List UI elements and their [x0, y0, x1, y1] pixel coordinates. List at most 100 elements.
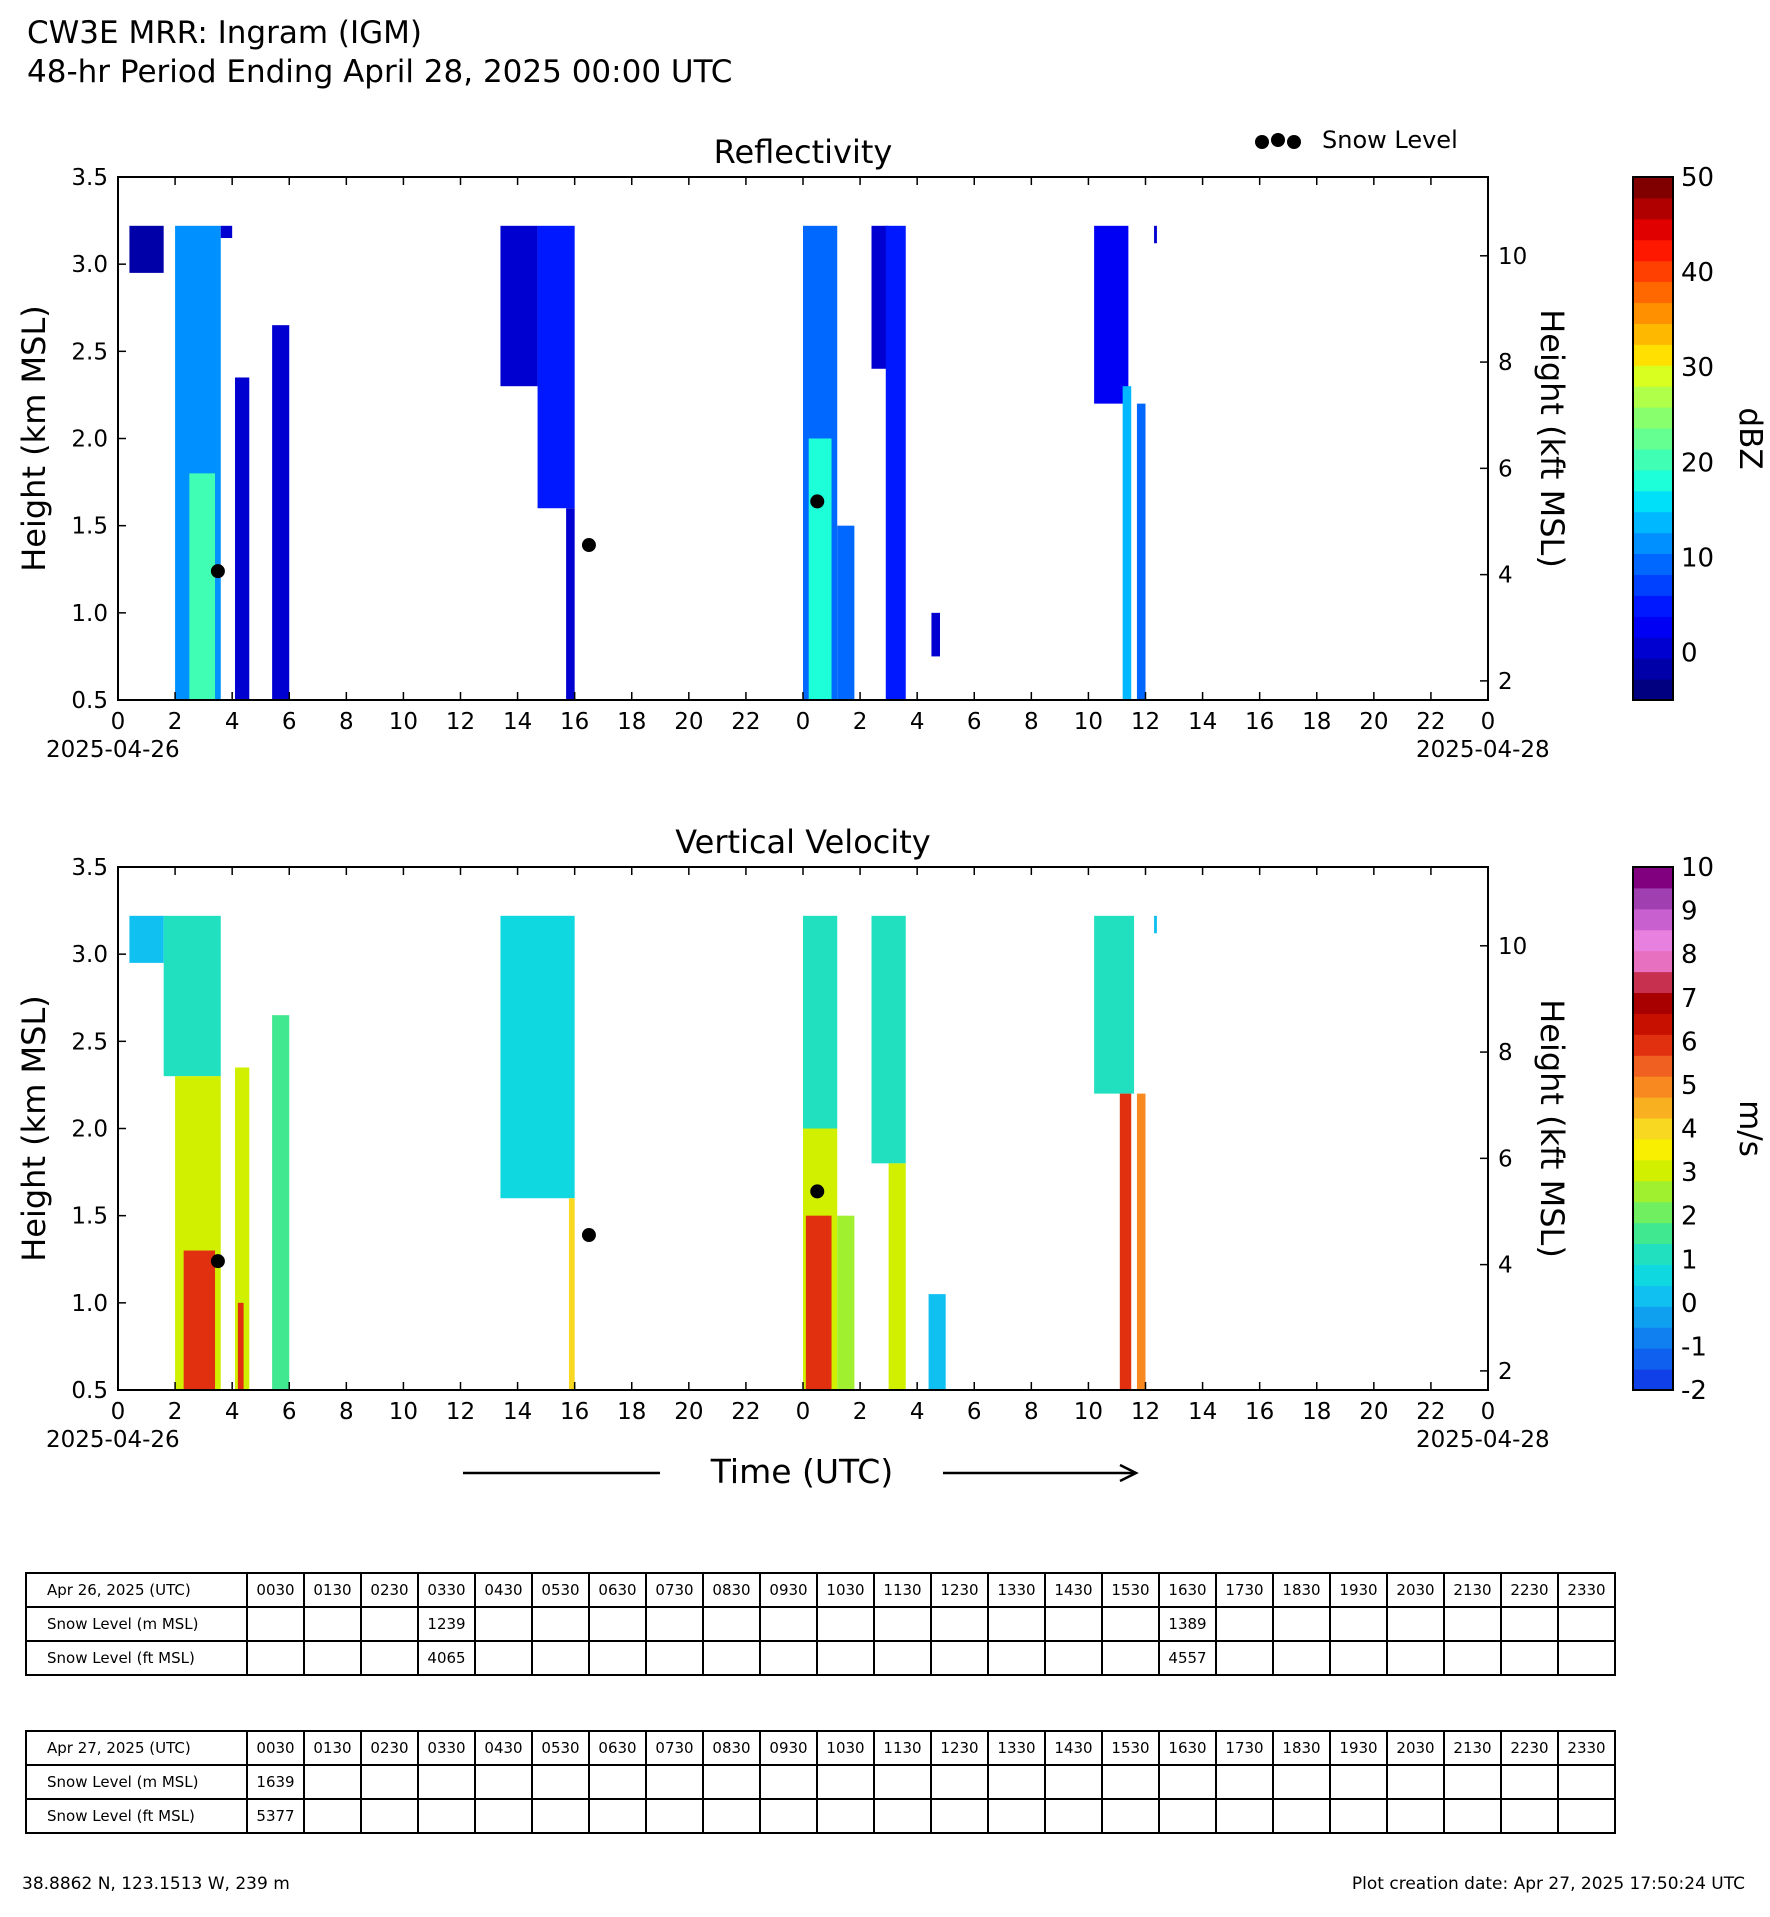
y-tick-label: 3.0: [71, 942, 108, 968]
table-time-cell: 2230: [1500, 1730, 1559, 1766]
table-cell: [1215, 1798, 1274, 1834]
x-tick-label: 0: [111, 709, 126, 735]
x-tick-label: 20: [1359, 1399, 1388, 1425]
figure-subtitle: 48-hr Period Ending April 28, 2025 00:00…: [27, 54, 732, 90]
table-row-label: Snow Level (m MSL): [25, 1764, 248, 1800]
y-tick-label: 1.0: [71, 1291, 108, 1317]
heatmap-cell: [1122, 386, 1132, 700]
table-time-cell: 1930: [1329, 1572, 1388, 1608]
table-cell: [1101, 1640, 1160, 1676]
x-tick-label: 10: [389, 1399, 418, 1425]
y2-tick-label: 2: [1498, 1359, 1513, 1385]
table-time-cell: 0230: [360, 1572, 419, 1608]
colorbar-tick-label: 4: [1681, 1115, 1698, 1145]
snow-level-point: [810, 1184, 825, 1199]
colorbar-segment: [1633, 1264, 1673, 1286]
colorbar-segment: [1633, 197, 1673, 220]
heatmap-cell: [129, 915, 164, 963]
colorbar-segment: [1633, 992, 1673, 1014]
colorbar-segment: [1633, 407, 1673, 429]
table-cell: [588, 1606, 647, 1642]
table-time-cell: 0230: [360, 1730, 419, 1766]
table-cell: [1101, 1606, 1160, 1642]
x-date-end: 2025-04-28: [1416, 1427, 1550, 1453]
y2-tick-label: 10: [1498, 244, 1527, 270]
x-tick-label: 18: [1302, 709, 1331, 735]
chart-title: Vertical Velocity: [675, 823, 930, 861]
table-cell: [702, 1798, 761, 1834]
legend-marker-dot: [1271, 133, 1285, 147]
table-cell: [1158, 1798, 1217, 1834]
table-cell: [474, 1606, 533, 1642]
colorbar-tick-label: 20: [1681, 448, 1714, 478]
table-cell: [987, 1798, 1046, 1834]
table-row-label: Snow Level (ft MSL): [25, 1640, 248, 1676]
heatmap-cell: [837, 525, 855, 700]
colorbar-segment: [1633, 971, 1673, 994]
table-row-label: Snow Level (ft MSL): [25, 1798, 248, 1834]
x-tick-label: 8: [339, 1399, 354, 1425]
table-time-cell: 0030: [246, 1572, 305, 1608]
heatmap-cell: [189, 473, 216, 700]
colorbar-tick-label: 9: [1681, 897, 1698, 927]
table-cell: [360, 1640, 419, 1676]
table-time-cell: 1630: [1158, 1572, 1217, 1608]
table-time-cell: 0730: [645, 1730, 704, 1766]
table-cell: [816, 1640, 875, 1676]
table-time-cell: 1230: [930, 1572, 989, 1608]
x-tick-label: 10: [1074, 709, 1103, 735]
table-cell: [531, 1798, 590, 1834]
time-arrow-head-icon: [1119, 1463, 1139, 1483]
x-tick-label: 6: [282, 1399, 297, 1425]
x-tick-label: 18: [617, 709, 646, 735]
table-cell: [1500, 1764, 1559, 1800]
table-cell: [1044, 1798, 1103, 1834]
table-cell: [531, 1764, 590, 1800]
x-tick-label: 14: [503, 1399, 532, 1425]
table-cell: [1272, 1606, 1331, 1642]
y-tick-label: 3.5: [71, 855, 108, 881]
x-tick-label: 0: [796, 709, 811, 735]
table-cell: [645, 1764, 704, 1800]
table-cell: 4557: [1158, 1640, 1217, 1676]
table-cell: [1158, 1764, 1217, 1800]
colorbar-segment: [1633, 511, 1673, 534]
heatmap-cell: [1094, 225, 1129, 404]
x-tick-label: 8: [1024, 1399, 1039, 1425]
heatmap-cell: [1136, 1093, 1146, 1390]
colorbar-segment: [1633, 929, 1673, 952]
reflectivity-panel: Reflectivity 0.5 1.0 1.5 2.0 2.5 3.0 3.5 2 4 6 8 10 0…: [15, 133, 1768, 763]
table-cell: [873, 1640, 932, 1676]
heatmap-cell: [129, 225, 164, 273]
x-tick-label: 2: [168, 1399, 183, 1425]
heatmap-cell: [931, 612, 940, 657]
table-time-cell: 0530: [531, 1730, 590, 1766]
table-time-cell: 0030: [246, 1730, 305, 1766]
table-cell: [1386, 1764, 1445, 1800]
colorbar-segment: [1633, 490, 1673, 513]
x-tick-label: 22: [731, 1399, 760, 1425]
table-cell: [1386, 1640, 1445, 1676]
table-cell: 1389: [1158, 1606, 1217, 1642]
x-tick-label: 12: [1131, 1399, 1160, 1425]
x-tick-label: 4: [910, 1399, 925, 1425]
colorbar-tick-label: 50: [1681, 163, 1714, 193]
table-time-cell: 0430: [474, 1572, 533, 1608]
heatmap-cell: [871, 915, 906, 1164]
colorbar-segment: [1633, 1055, 1673, 1077]
heatmap-cell: [1154, 225, 1157, 244]
table-cell: [816, 1764, 875, 1800]
table-cell: [645, 1640, 704, 1676]
x-tick-label: 22: [1416, 1399, 1445, 1425]
x-tick-label: 16: [1245, 1399, 1274, 1425]
colorbar-segment: [1633, 1243, 1673, 1265]
table-cell: [1500, 1798, 1559, 1834]
table-time-cell: 2330: [1557, 1572, 1616, 1608]
y2-tick-label: 10: [1498, 934, 1527, 960]
colorbar-segment: [1633, 1201, 1673, 1224]
colorbar-segment: [1633, 679, 1673, 701]
table-time-cell: 1130: [873, 1730, 932, 1766]
colorbar-tick-label: 10: [1681, 543, 1714, 573]
x-tick-label: 0: [796, 1399, 811, 1425]
